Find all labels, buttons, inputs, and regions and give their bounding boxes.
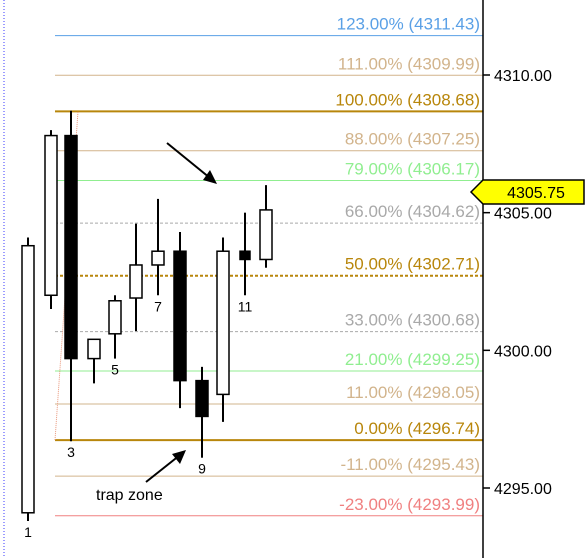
fib-level-label: 79.00% (4306.17) — [345, 159, 480, 178]
candle-body — [108, 300, 122, 335]
fib-level-label: -11.00% (4295.43) — [340, 455, 480, 474]
candle-label: 1 — [24, 524, 32, 540]
fib-level-label: 111.00% (4309.99) — [338, 54, 480, 73]
candle-body — [195, 379, 209, 418]
current-price-label: 4305.75 — [507, 185, 565, 202]
candle-label: 11 — [238, 298, 253, 314]
annotation-arrowhead-top — [203, 170, 217, 184]
fib-level-label: 100.00% (4308.68) — [335, 90, 480, 109]
annotation-text: trap zone — [96, 487, 163, 504]
candle-body — [151, 250, 165, 266]
fibonacci-levels: 123.00% (4311.43) 111.00% (4309.99) 100.00… — [55, 15, 483, 517]
candle-body — [216, 250, 230, 396]
candle-body — [259, 209, 273, 261]
fib-level-label: 123.00% (4311.43) — [337, 15, 480, 34]
annotation-arrow-trap — [145, 454, 181, 483]
price-axis: 4310.00 4305.00 4300.00 4295.00 4305.75 — [3, 0, 585, 558]
axis-tick-label: 4305.00 — [494, 206, 552, 223]
candle-body — [239, 250, 251, 261]
candle-body — [44, 134, 58, 297]
axis-tick-label: 4300.00 — [494, 343, 552, 360]
candle-label: 5 — [111, 362, 119, 378]
candle-label: 9 — [198, 461, 206, 477]
fib-level-label: 88.00% (4307.25) — [345, 130, 480, 149]
candle-label: 7 — [154, 298, 162, 314]
current-price-flag — [469, 179, 585, 205]
fib-level-label: 50.00% (4302.71) — [345, 255, 480, 274]
fib-level-label: 66.00% (4304.62) — [345, 202, 480, 221]
annotations: trap zone — [96, 142, 217, 504]
candle-body — [64, 134, 78, 360]
candle-label: 3 — [67, 444, 75, 460]
annotation-arrowhead-trap — [172, 450, 186, 464]
candle-body — [173, 250, 187, 382]
fib-level-label: 21.00% (4299.25) — [345, 350, 480, 369]
fib-level-label: 33.00% (4300.68) — [345, 311, 480, 330]
candle-labels: 1 3 5 7 9 11 — [24, 298, 252, 540]
fib-level-label: -23.00% (4293.99) — [339, 495, 480, 514]
candle-body — [87, 338, 101, 360]
candle-body — [129, 264, 143, 299]
axis-tick-label: 4310.00 — [494, 68, 552, 85]
candles — [21, 110, 273, 522]
fib-level-label: 11.00% (4298.05) — [346, 383, 480, 402]
candle-body — [21, 244, 35, 514]
annotation-arrow-top — [166, 142, 211, 179]
fib-level-label: 0.00% (4296.74) — [354, 419, 480, 438]
axis-tick-label: 4295.00 — [494, 481, 552, 498]
